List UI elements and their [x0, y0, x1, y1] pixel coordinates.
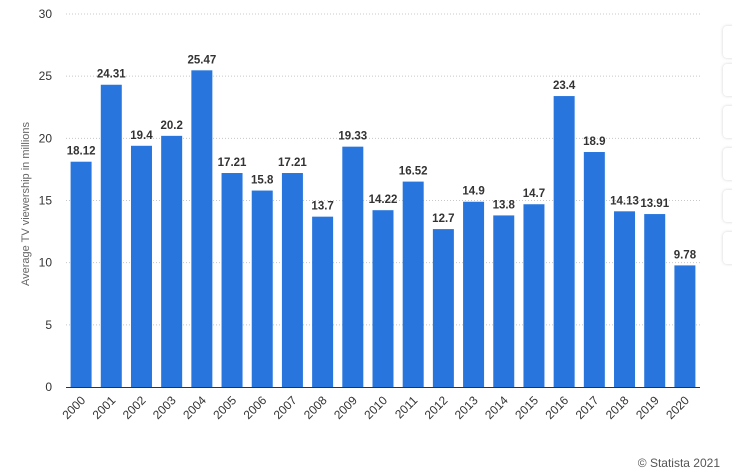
x-tick-label: 2016	[542, 393, 571, 422]
y-tick-label: 10	[39, 256, 53, 270]
bar-2014[interactable]	[493, 215, 515, 387]
y-tick-label: 0	[45, 380, 52, 394]
x-axis-ticks: 2000 2001 2002 2003 2004 2005 2006 2007 2008 2009…	[59, 393, 692, 422]
x-tick-label: 2012	[422, 393, 451, 422]
toolbar-button[interactable]	[723, 190, 732, 222]
bar-2007[interactable]	[281, 173, 303, 387]
bar-2018[interactable]	[614, 211, 636, 387]
bar-2017[interactable]	[583, 152, 605, 387]
bar-2010[interactable]	[372, 210, 394, 387]
data-label-2004: 25.47	[187, 54, 216, 66]
data-label-2017: 18.9	[583, 136, 605, 148]
data-label-2000: 18.12	[67, 146, 96, 158]
x-tick-label: 2009	[331, 393, 360, 422]
toolbar-button[interactable]	[723, 232, 732, 264]
y-axis-label: Average TV viewership in millions	[20, 121, 32, 286]
bar-2006[interactable]	[251, 190, 273, 387]
data-label-2014: 13.8	[493, 199, 516, 211]
data-label-2010: 14.22	[369, 194, 398, 206]
y-tick-label: 25	[39, 69, 53, 83]
x-tick-label: 2011	[392, 393, 420, 421]
data-label-2016: 23.4	[553, 80, 576, 92]
data-label-2001: 24.31	[97, 69, 126, 81]
bar-2008[interactable]	[312, 216, 334, 387]
data-label-2020: 9.78	[674, 249, 697, 261]
bar-2016[interactable]	[553, 96, 575, 387]
x-tick-label: 2014	[482, 393, 511, 422]
x-tick-label: 2001	[90, 393, 119, 422]
y-tick-label: 5	[45, 318, 52, 332]
bar-2004[interactable]	[191, 70, 213, 387]
data-label-2005: 17.21	[218, 157, 247, 169]
x-tick-label: 2002	[120, 393, 149, 422]
x-tick-label: 2006	[241, 393, 270, 422]
bar-2005[interactable]	[221, 173, 243, 387]
data-label-2008: 13.7	[311, 201, 333, 213]
bar-2002[interactable]	[130, 145, 152, 387]
bar-2001[interactable]	[100, 84, 122, 387]
data-labels: 18.12 24.31 19.4 20.2 25.47 17.21 15.8 17.21 13.…	[67, 54, 697, 261]
data-label-2015: 14.7	[523, 188, 545, 200]
bar-2019[interactable]	[644, 214, 666, 387]
toolbar-button[interactable]	[723, 106, 732, 138]
x-tick-label: 2013	[452, 393, 481, 422]
x-tick-label: 2005	[210, 393, 239, 422]
x-tick-label: 2003	[150, 393, 179, 422]
bar-2011[interactable]	[402, 181, 424, 387]
data-label-2009: 19.33	[338, 131, 367, 143]
y-tick-label: 15	[39, 194, 53, 208]
data-label-2012: 12.7	[432, 213, 454, 225]
bar-2009[interactable]	[342, 146, 364, 387]
x-tick-label: 2000	[59, 393, 88, 422]
data-label-2011: 16.52	[399, 166, 428, 178]
toolbar-button[interactable]	[723, 148, 732, 180]
bar-2020[interactable]	[674, 265, 696, 387]
x-tick-label: 2008	[301, 393, 330, 422]
toolbar-button[interactable]	[723, 26, 732, 58]
bar-2000[interactable]	[70, 161, 92, 387]
data-label-2006: 15.8	[251, 175, 274, 187]
y-tick-label: 30	[39, 7, 53, 21]
toolbar-sidebar	[720, 0, 732, 474]
bar-2013[interactable]	[463, 201, 485, 387]
x-tick-label: 2015	[512, 393, 541, 422]
x-tick-label: 2020	[663, 393, 692, 422]
bar-2015[interactable]	[523, 204, 545, 387]
x-tick-label: 2010	[361, 393, 390, 422]
data-label-2002: 19.4	[130, 130, 153, 142]
y-axis-ticks: 0 5 10 15 20 25 30	[39, 7, 53, 394]
bar-2012[interactable]	[432, 229, 454, 387]
data-label-2013: 14.9	[462, 186, 484, 198]
toolbar-button[interactable]	[723, 64, 732, 96]
statista-credit: © Statista 2021	[637, 456, 720, 470]
bars	[70, 70, 696, 387]
x-tick-label: 2007	[271, 393, 300, 422]
x-tick-label: 2018	[603, 393, 632, 422]
data-label-2019: 13.91	[640, 198, 669, 210]
data-label-2018: 14.13	[610, 195, 639, 207]
data-label-2003: 20.2	[160, 120, 182, 132]
data-label-2007: 17.21	[278, 157, 307, 169]
y-tick-label: 20	[39, 131, 53, 145]
x-tick-label: 2017	[573, 393, 602, 422]
x-tick-label: 2019	[633, 393, 662, 422]
bar-2003[interactable]	[161, 135, 183, 387]
x-tick-label: 2004	[180, 393, 209, 422]
